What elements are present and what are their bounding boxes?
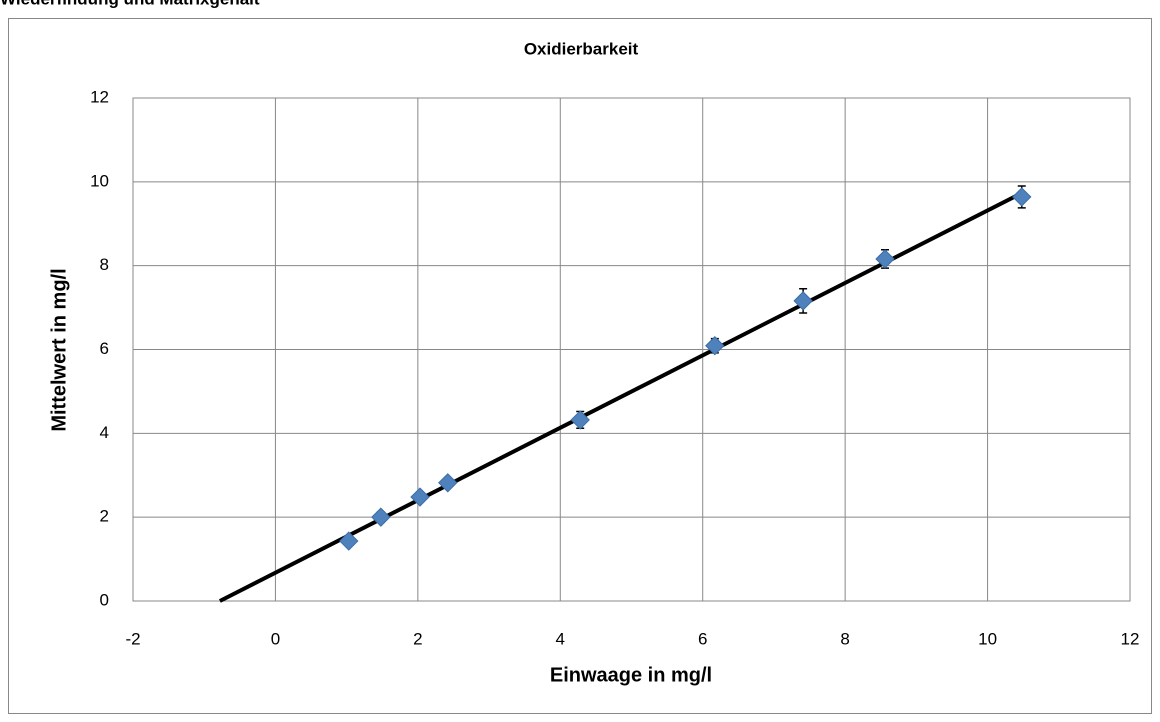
y-tick-label: 0 bbox=[100, 590, 109, 609]
point bbox=[371, 507, 391, 527]
x-axis-label: Einwaage in mg/l bbox=[550, 664, 712, 686]
y-tick-label: 12 bbox=[90, 87, 109, 106]
plot-frame bbox=[132, 97, 1131, 602]
heading: Wiederfindung und Matrixgehalt bbox=[0, 0, 260, 8]
point bbox=[570, 410, 590, 430]
point bbox=[438, 473, 458, 493]
chart-frame bbox=[8, 18, 1152, 714]
x-tick-label: 0 bbox=[271, 629, 280, 648]
x-tick-label: 2 bbox=[413, 629, 422, 648]
trendline bbox=[218, 190, 1025, 603]
y-tick-label: 8 bbox=[100, 255, 109, 274]
x-tick-label: -2 bbox=[125, 629, 140, 648]
point bbox=[705, 336, 725, 356]
x-tick-label: 10 bbox=[978, 629, 997, 648]
point bbox=[410, 487, 430, 507]
x-tick-label: 8 bbox=[840, 629, 849, 648]
chart-title: Oxidierbarkeit bbox=[524, 39, 639, 58]
y-tick-label: 2 bbox=[100, 507, 109, 526]
point bbox=[793, 291, 813, 311]
x-tick-label: 6 bbox=[698, 629, 707, 648]
point bbox=[1012, 187, 1032, 207]
y-tick-label: 10 bbox=[90, 171, 109, 190]
y-axis-label: Mittelwert in mg/l bbox=[48, 268, 70, 431]
point bbox=[339, 531, 359, 551]
y-tick-label: 6 bbox=[100, 339, 109, 358]
y-tick-label: 4 bbox=[100, 423, 109, 442]
x-tick-label: 12 bbox=[1121, 629, 1140, 648]
point bbox=[875, 249, 895, 269]
x-tick-label: 4 bbox=[556, 629, 565, 648]
